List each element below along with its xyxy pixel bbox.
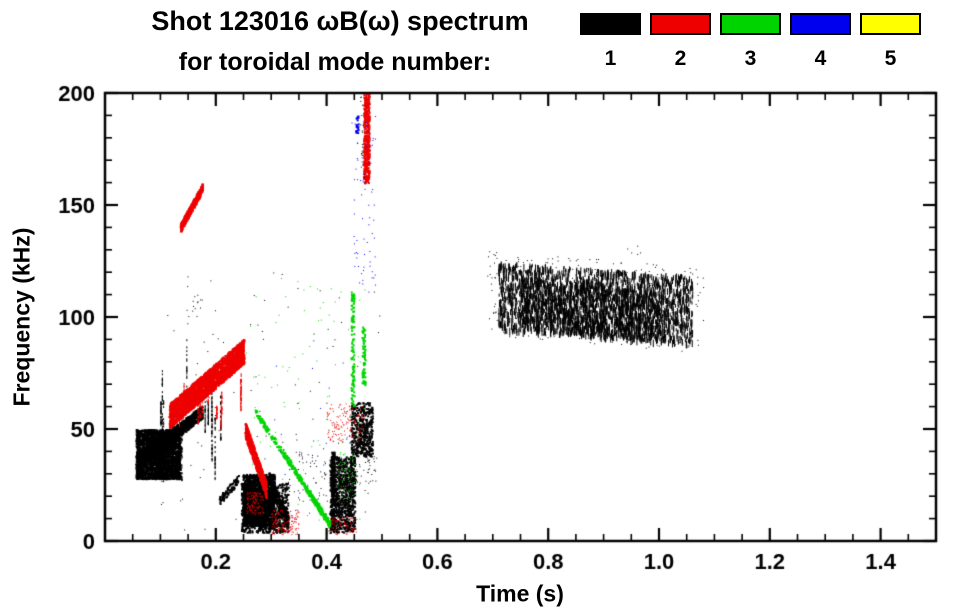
legend-swatch-mode1 (580, 13, 641, 35)
x-axis-label: Time (s) (476, 580, 564, 607)
legend (580, 13, 921, 35)
legend-swatch-mode5 (860, 13, 921, 35)
legend-label-mode2: 2 (674, 47, 687, 70)
legend-label-mode1: 1 (604, 47, 617, 70)
legend-swatch-mode3 (720, 13, 781, 35)
legend-label-mode3: 3 (744, 47, 757, 70)
chart-title-line2: for toroidal mode number: (178, 48, 492, 76)
legend-label-mode4: 4 (814, 47, 827, 70)
chart-title-line1: Shot 123016 ωB(ω) spectrum (151, 6, 529, 36)
legend-label-mode5: 5 (884, 47, 897, 70)
legend-swatch-mode4 (790, 13, 851, 35)
legend-labels: 1 2 3 4 5 (580, 47, 921, 71)
legend-swatch-mode2 (650, 13, 711, 35)
y-axis-label: Frequency (kHz) (8, 227, 35, 407)
